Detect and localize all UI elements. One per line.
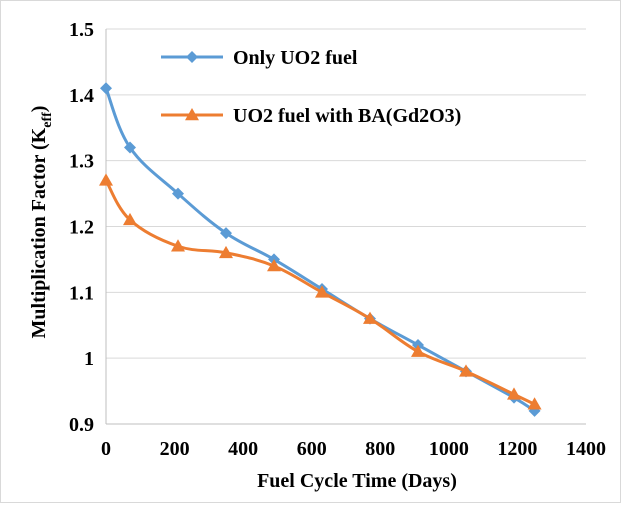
x-tick-label: 0: [101, 438, 111, 460]
y-axis-title-subscript: eff: [40, 112, 55, 128]
legend-label-1: Only UO2 fuel: [233, 47, 358, 69]
y-tick-label: 1: [84, 348, 94, 370]
legend-marker-2: [185, 108, 199, 121]
y-tick-label: 1.5: [69, 19, 94, 41]
data-point-series-2: [171, 239, 185, 252]
x-tick-label: 800: [365, 438, 395, 460]
y-tick-label: 1.3: [69, 151, 94, 173]
x-tick-label: 1000: [429, 438, 469, 460]
data-point-series-2: [527, 397, 542, 410]
y-tick-label: 1.1: [69, 282, 94, 304]
x-tick-label: 1400: [566, 438, 606, 460]
data-point-series-2: [99, 173, 113, 186]
x-axis-title: Fuel Cycle Time (Days): [257, 470, 457, 492]
x-tick-label: 400: [228, 438, 258, 460]
gridlines: [106, 28, 586, 359]
data-point-series-2: [315, 285, 329, 298]
y-tick-label: 1.2: [69, 217, 94, 239]
legend: Only UO2 fuel UO2 fuel with BA(Gd2O3): [161, 47, 461, 127]
series-layer: [99, 82, 542, 417]
y-axis-title: Multiplication Factor (Keff): [28, 106, 55, 339]
x-tick-label: 600: [297, 438, 327, 460]
x-tick-label: 200: [160, 438, 190, 460]
data-point-series-2: [459, 364, 473, 377]
legend-label-2: UO2 fuel with BA(Gd2O3): [233, 105, 461, 127]
data-point-series-2: [267, 259, 281, 272]
axes: [105, 29, 586, 425]
legend-marker-1: [186, 51, 198, 63]
data-point-series-1: [220, 227, 232, 240]
data-point-series-1: [172, 187, 184, 200]
data-point-series-2: [507, 387, 521, 400]
series-line-1: [104, 87, 536, 413]
x-tick-labels: 0 200 400 600 800 1000 1200 1400: [101, 438, 606, 460]
y-tick-labels: 0.9 1 1.1 1.2 1.3 1.4 1.5: [69, 19, 94, 436]
data-point-series-2: [123, 212, 137, 226]
y-tick-label: 0.9: [69, 414, 94, 436]
x-tick-label: 1200: [497, 438, 537, 460]
data-point-series-1: [100, 82, 112, 95]
data-point-series-2: [363, 311, 377, 324]
data-point-series-1: [124, 141, 136, 154]
data-point-series-2: [219, 245, 233, 259]
data-point-series-2: [411, 344, 425, 357]
y-tick-label: 1.4: [69, 85, 94, 107]
